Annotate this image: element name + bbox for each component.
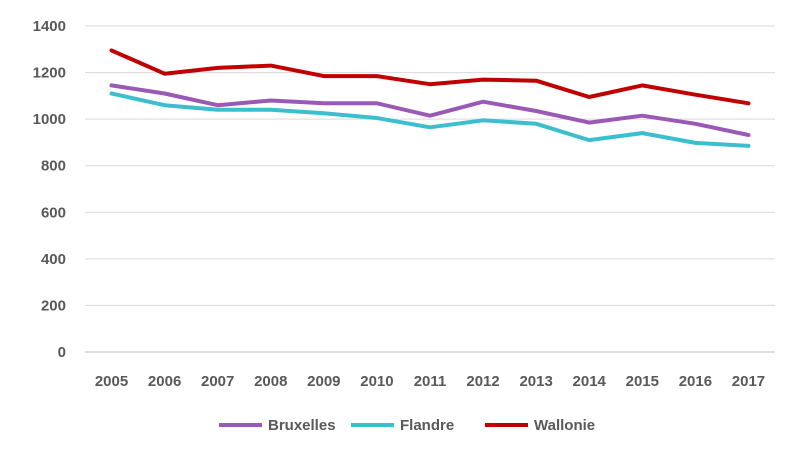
legend-label: Wallonie (534, 417, 595, 434)
x-tick-label: 2011 (414, 373, 447, 390)
x-tick-label: 2006 (148, 373, 181, 390)
legend: Bruxelles Flandre Wallonie (219, 417, 595, 434)
y-tick-label: 800 (41, 158, 66, 175)
x-tick-label: 2008 (254, 373, 287, 390)
series-line-flandre (109, 91, 751, 148)
legend-label: Bruxelles (268, 417, 336, 434)
x-tick-label: 2016 (679, 373, 712, 390)
y-tick-label: 0 (58, 344, 66, 361)
series-line-wallonie (109, 48, 751, 106)
x-tick-label: 2005 (95, 373, 128, 390)
y-axis-ticks: 0 200 400 600 800 1000 1200 1400 (33, 18, 66, 361)
y-tick-label: 1200 (33, 65, 66, 82)
x-axis-ticks: 2005 2006 2007 2008 2009 2010 2011 2012 2013 2014… (95, 373, 765, 390)
x-tick-label: 2010 (360, 373, 393, 390)
x-tick-label: 2014 (573, 373, 607, 390)
series (109, 48, 751, 148)
y-tick-label: 1000 (33, 111, 66, 128)
legend-label: Flandre (400, 417, 454, 434)
x-tick-label: 2017 (732, 373, 765, 390)
x-tick-label: 2007 (201, 373, 234, 390)
grid (85, 25, 775, 353)
series-line-bruxelles (109, 83, 751, 137)
x-tick-label: 2012 (466, 373, 499, 390)
y-tick-label: 1400 (33, 18, 66, 35)
x-tick-label: 2015 (626, 373, 659, 390)
y-tick-label: 400 (41, 251, 66, 268)
y-tick-label: 600 (41, 204, 66, 221)
x-tick-label: 2009 (307, 373, 340, 390)
y-tick-label: 200 (41, 297, 66, 314)
x-tick-label: 2013 (519, 373, 552, 390)
